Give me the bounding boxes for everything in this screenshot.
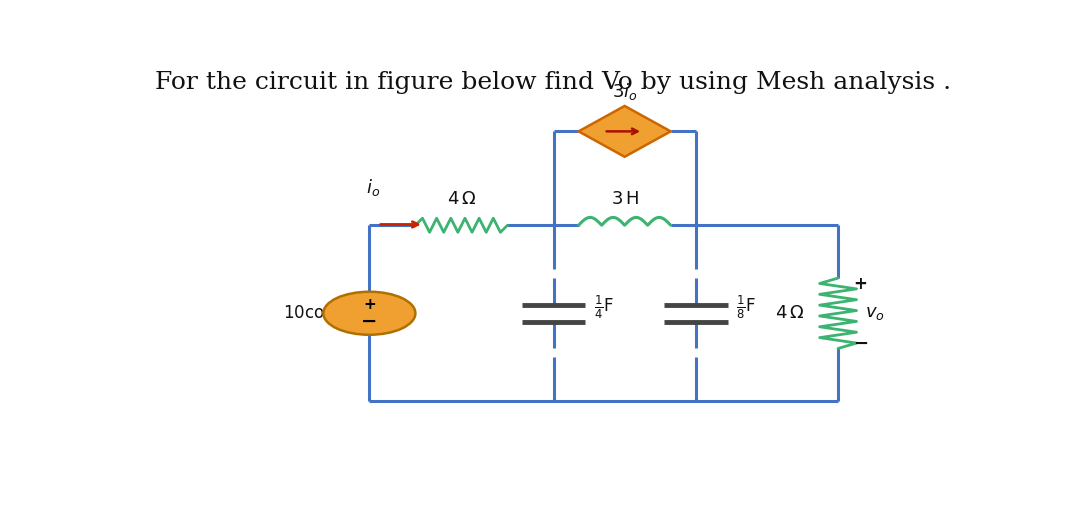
Text: +: +: [363, 297, 376, 312]
Text: −: −: [361, 312, 378, 331]
Text: $4\,\Omega$: $4\,\Omega$: [775, 304, 805, 322]
Polygon shape: [579, 106, 671, 157]
Circle shape: [323, 292, 416, 335]
Text: $v_o$: $v_o$: [865, 304, 885, 322]
Text: $3i_o$: $3i_o$: [612, 81, 637, 102]
Text: +: +: [853, 275, 867, 293]
Text: $\frac{1}{8}$F: $\frac{1}{8}$F: [735, 294, 756, 321]
Text: $4\,\Omega$: $4\,\Omega$: [447, 189, 476, 208]
Text: $i_o$: $i_o$: [366, 177, 380, 198]
Text: −: −: [853, 335, 868, 353]
Text: $10\cos t\,\mathrm{V}$: $10\cos t\,\mathrm{V}$: [283, 304, 356, 322]
Text: For the circuit in figure below find Vo by using Mesh analysis .: For the circuit in figure below find Vo …: [156, 71, 951, 94]
Text: $\frac{1}{4}$F: $\frac{1}{4}$F: [594, 294, 613, 321]
Text: $3\,\mathrm{H}$: $3\,\mathrm{H}$: [610, 189, 638, 208]
